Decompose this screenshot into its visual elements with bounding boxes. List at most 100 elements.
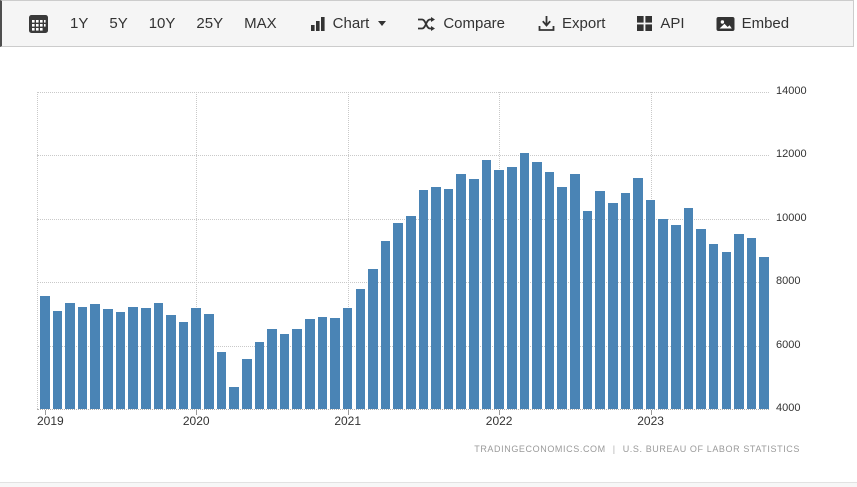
bar[interactable]	[216, 351, 227, 409]
bar[interactable]	[330, 318, 340, 409]
api-label: API	[660, 15, 685, 32]
bar-chart-icon	[310, 16, 326, 32]
bar[interactable]	[595, 190, 605, 409]
bar[interactable]	[178, 322, 189, 409]
bar[interactable]	[115, 311, 126, 409]
gridline-y-12000	[37, 155, 769, 157]
bar[interactable]	[544, 171, 555, 409]
bar[interactable]	[620, 193, 631, 409]
bar[interactable]	[65, 303, 75, 409]
download-icon	[538, 15, 555, 32]
bar[interactable]	[77, 306, 88, 409]
bar[interactable]	[532, 161, 542, 409]
bar[interactable]	[734, 234, 744, 409]
range-button-25y[interactable]: 25Y	[196, 15, 224, 32]
x-axis-tick	[650, 410, 652, 415]
bar[interactable]	[393, 222, 403, 409]
calendar-icon	[28, 13, 49, 34]
bar[interactable]	[90, 304, 101, 409]
bar[interactable]	[506, 166, 517, 409]
x-axis-tick	[44, 410, 46, 415]
bar[interactable]	[153, 302, 164, 409]
bar[interactable]	[645, 200, 656, 409]
bar[interactable]	[431, 186, 441, 409]
bar[interactable]	[557, 186, 568, 409]
embed-label: Embed	[741, 15, 790, 32]
bar[interactable]	[254, 341, 265, 409]
bar[interactable]	[759, 257, 769, 409]
bar[interactable]	[40, 296, 50, 409]
attribution-source: U.S. BUREAU OF LABOR STATISTICS	[622, 444, 800, 454]
range-button-1y[interactable]: 1Y	[70, 15, 89, 32]
range-button-10y[interactable]: 10Y	[148, 15, 176, 32]
bar[interactable]	[317, 316, 328, 409]
embed-image-icon	[716, 16, 735, 32]
export-button[interactable]: Export	[538, 15, 605, 32]
y-axis-tick-label: 4000	[776, 402, 801, 414]
compare-button[interactable]: Compare	[417, 16, 505, 32]
plot-left-boundary	[37, 92, 38, 409]
bar[interactable]	[671, 225, 681, 409]
compare-shuffle-icon	[417, 16, 436, 32]
bar[interactable]	[355, 288, 366, 409]
bar[interactable]	[494, 169, 504, 409]
bar[interactable]	[140, 307, 151, 409]
bar[interactable]	[469, 179, 479, 409]
bar[interactable]	[418, 189, 429, 409]
bar[interactable]	[746, 238, 757, 409]
bar[interactable]	[292, 329, 302, 409]
range-button-max[interactable]: MAX	[244, 15, 277, 32]
bar[interactable]	[380, 241, 391, 409]
bar[interactable]	[103, 308, 113, 409]
bar[interactable]	[267, 329, 277, 409]
bar[interactable]	[633, 177, 643, 409]
x-axis-year-label: 2019	[37, 414, 64, 428]
chart-type-label: Chart	[332, 15, 370, 32]
bar[interactable]	[456, 173, 467, 409]
api-button[interactable]: API	[636, 15, 685, 32]
bar[interactable]	[229, 386, 239, 409]
x-axis-year-label: 2021	[334, 414, 362, 428]
bar[interactable]	[342, 307, 353, 409]
bar[interactable]	[519, 153, 530, 409]
bar[interactable]	[128, 307, 138, 409]
bar[interactable]	[683, 208, 694, 409]
gridline-y-14000	[37, 92, 769, 93]
bar[interactable]	[241, 358, 252, 409]
bar[interactable]	[305, 319, 315, 409]
x-axis-tick	[499, 410, 501, 415]
bar[interactable]	[204, 313, 214, 409]
export-label: Export	[562, 15, 606, 32]
calendar-button[interactable]	[28, 13, 49, 34]
x-axis-tick	[347, 410, 349, 415]
x-axis-tick	[196, 410, 198, 415]
bar[interactable]	[166, 315, 176, 409]
y-axis-tick-label: 6000	[776, 338, 801, 351]
bar[interactable]	[607, 202, 618, 409]
y-axis-tick-label: 10000	[776, 211, 807, 224]
bar[interactable]	[191, 308, 202, 409]
bar[interactable]	[368, 269, 378, 409]
embed-button[interactable]: Embed	[716, 15, 790, 32]
bar[interactable]	[658, 218, 668, 409]
bar[interactable]	[721, 251, 732, 409]
bar[interactable]	[708, 244, 719, 409]
chart-type-dropdown[interactable]: Chart	[310, 16, 387, 32]
bar[interactable]	[570, 173, 580, 409]
bar[interactable]	[443, 189, 454, 409]
y-axis-tick-label: 8000	[776, 275, 801, 288]
x-axis-year-label: 2020	[182, 414, 210, 428]
bar[interactable]	[279, 334, 290, 409]
bar[interactable]	[481, 160, 492, 409]
bar[interactable]	[52, 310, 63, 409]
range-button-5y[interactable]: 5Y	[109, 15, 128, 32]
attribution-site: TRADINGECONOMICS.COM	[474, 444, 606, 454]
bar[interactable]	[696, 229, 706, 409]
attribution: TRADINGECONOMICS.COM | U.S. BUREAU OF LABO…	[474, 444, 800, 454]
x-axis-line	[37, 409, 769, 410]
gridline-y-6000	[37, 345, 769, 347]
bar[interactable]	[582, 211, 593, 409]
bar[interactable]	[406, 215, 416, 409]
gridline-year-2021	[347, 92, 349, 409]
